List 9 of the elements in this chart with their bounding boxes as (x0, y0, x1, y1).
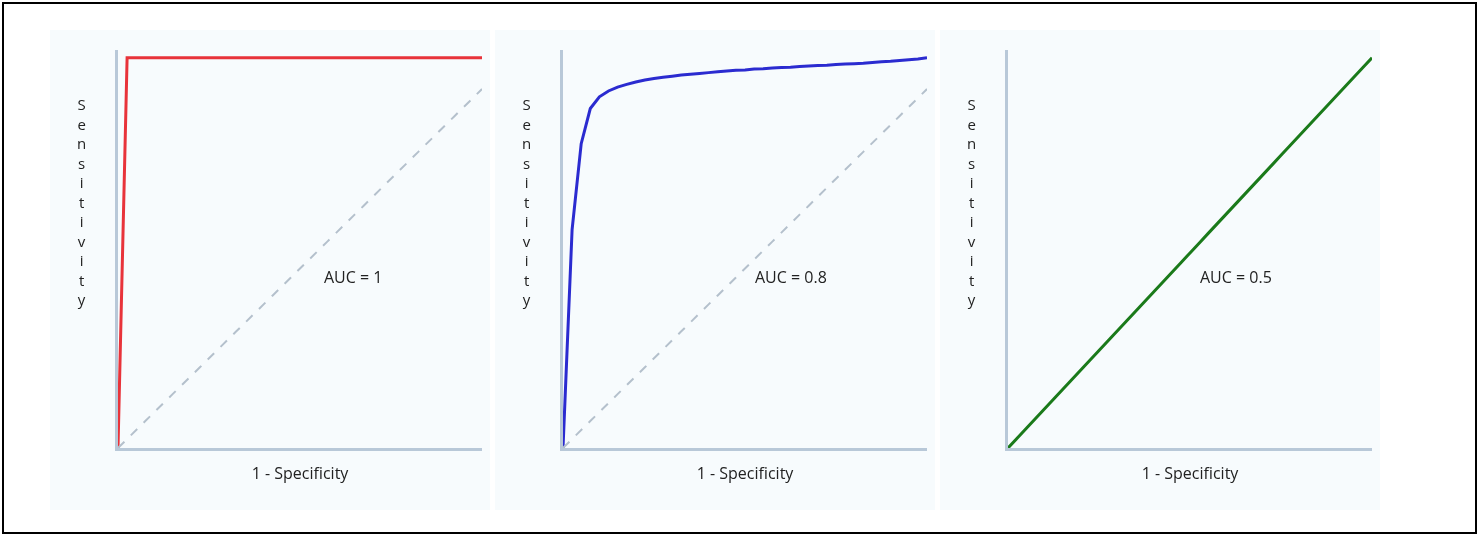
x-axis-title: 1 - Specificity (1141, 461, 1240, 484)
annotation: AUC = 0.5 (1200, 266, 1272, 288)
annotation: AUC = 1 (324, 266, 383, 288)
annotation: AUC = 0.8 (755, 266, 827, 288)
text: Sensitivity (967, 94, 977, 309)
x-axis-title: 1 - Specificity (251, 461, 350, 484)
text: Sensitivity (77, 94, 87, 309)
x-axis-title: 1 - Specificity (696, 461, 795, 484)
text: Sensitivity (522, 94, 532, 309)
